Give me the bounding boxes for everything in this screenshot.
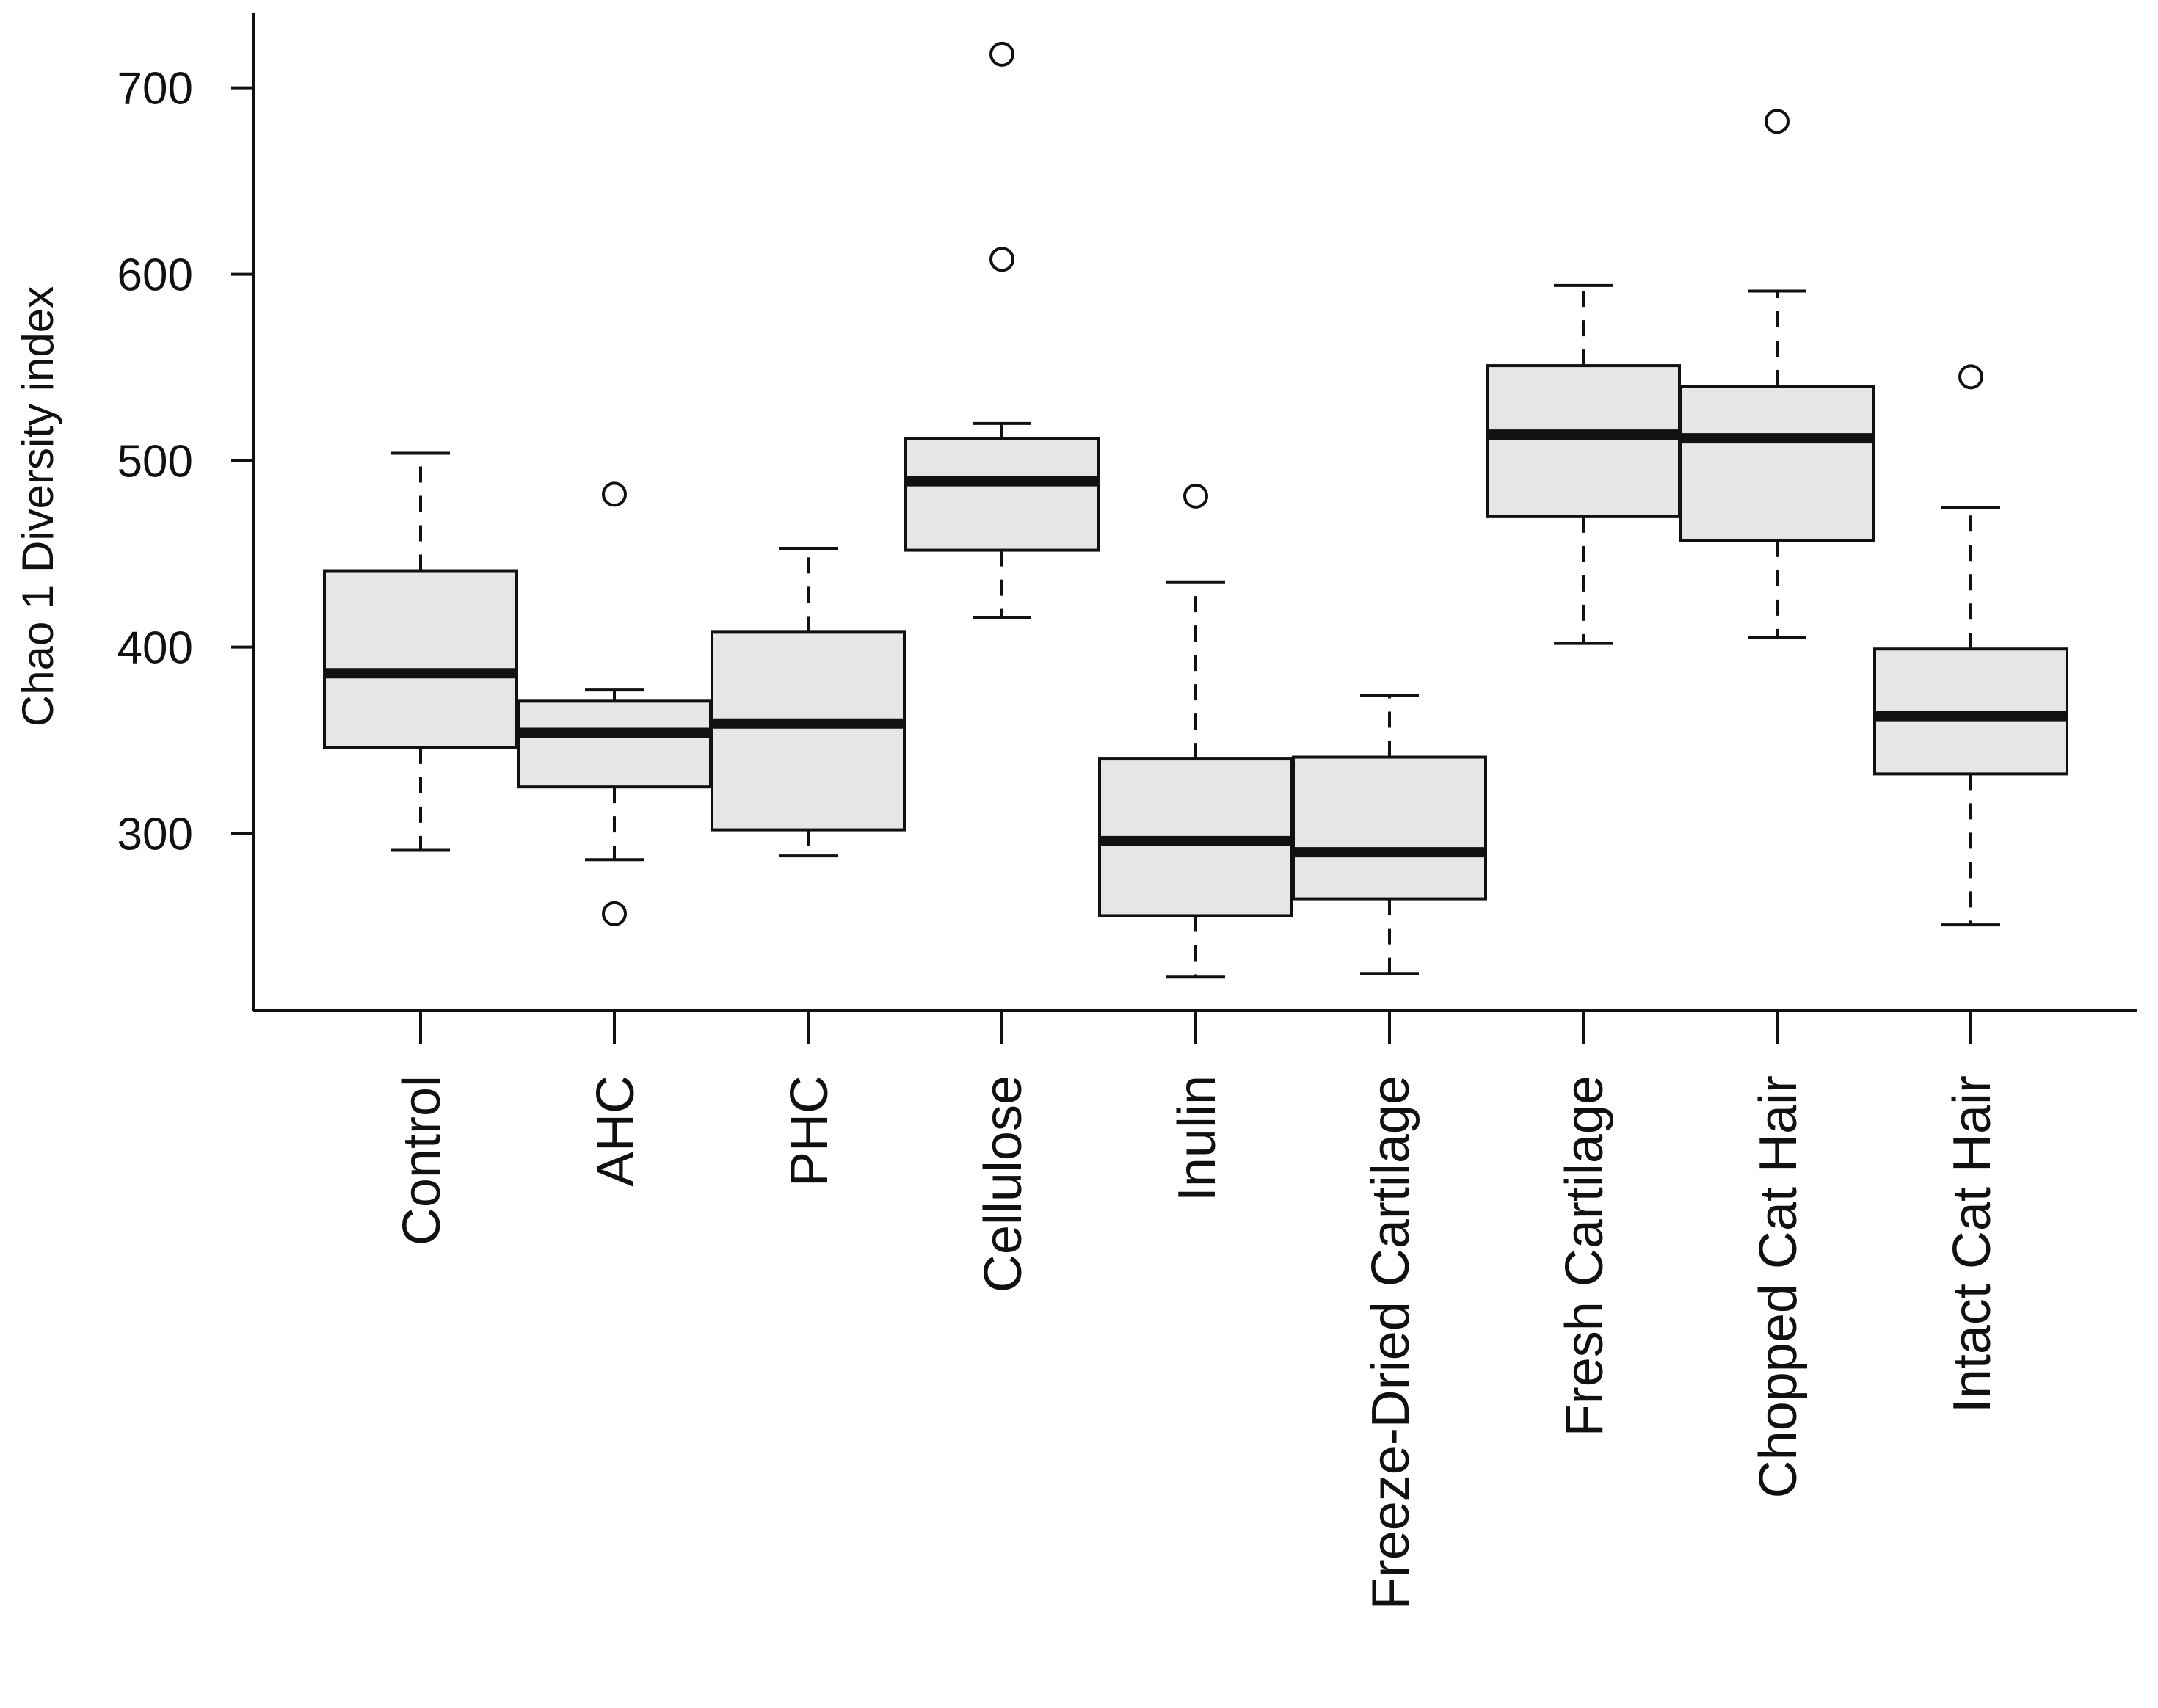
x-tick-label: Chopped Cat Hair bbox=[1749, 1075, 1808, 1498]
y-tick-label: 600 bbox=[117, 250, 193, 301]
y-tick-label: 400 bbox=[117, 623, 193, 674]
outlier-point bbox=[989, 247, 1014, 272]
x-tick-label: Fresh Cartilage bbox=[1555, 1075, 1614, 1436]
outlier-point bbox=[602, 481, 627, 507]
y-axis-title: Chao 1 Diversity index bbox=[13, 286, 62, 727]
box-iqr bbox=[1292, 755, 1487, 901]
outlier-point bbox=[989, 41, 1014, 67]
box-group bbox=[1486, 283, 1681, 645]
x-tick-label: Intact Cat Hair bbox=[1943, 1075, 2002, 1413]
box-iqr bbox=[323, 569, 518, 749]
y-tick-label: 700 bbox=[117, 64, 193, 115]
outlier-point bbox=[1958, 364, 1983, 390]
outlier-point bbox=[1183, 483, 1208, 509]
boxes bbox=[323, 41, 2068, 979]
box-group bbox=[1098, 483, 1293, 979]
outlier-point bbox=[1765, 109, 1790, 134]
x-axis-ticks: Control AHC PHC Cellulose Inulin Freeze-Dried… bbox=[393, 1011, 2002, 1610]
box-iqr bbox=[1679, 385, 1875, 542]
box-group bbox=[323, 451, 518, 852]
box-group bbox=[1873, 364, 2068, 927]
box-group bbox=[711, 547, 906, 858]
x-tick-label: Cellulose bbox=[974, 1075, 1033, 1293]
outlier-point bbox=[602, 901, 627, 926]
box-iqr bbox=[517, 699, 712, 789]
y-tick-label: 500 bbox=[117, 437, 193, 487]
y-axis-ticks: 300 400 500 600 700 bbox=[117, 64, 253, 860]
box-iqr bbox=[904, 437, 1100, 552]
x-tick-label: Inulin bbox=[1168, 1075, 1227, 1202]
x-tick-label: AHC bbox=[586, 1075, 645, 1187]
x-tick-label: PHC bbox=[780, 1075, 839, 1187]
box-iqr bbox=[1486, 364, 1681, 518]
x-tick-label: Freeze-Dried Cartilage bbox=[1362, 1075, 1420, 1610]
y-tick-label: 300 bbox=[117, 810, 193, 860]
box-group bbox=[1679, 109, 1875, 639]
box-group bbox=[1292, 694, 1487, 975]
box-iqr bbox=[711, 630, 906, 832]
box-group bbox=[517, 481, 712, 926]
box-group bbox=[904, 41, 1100, 619]
x-tick-label: Control bbox=[393, 1075, 451, 1246]
